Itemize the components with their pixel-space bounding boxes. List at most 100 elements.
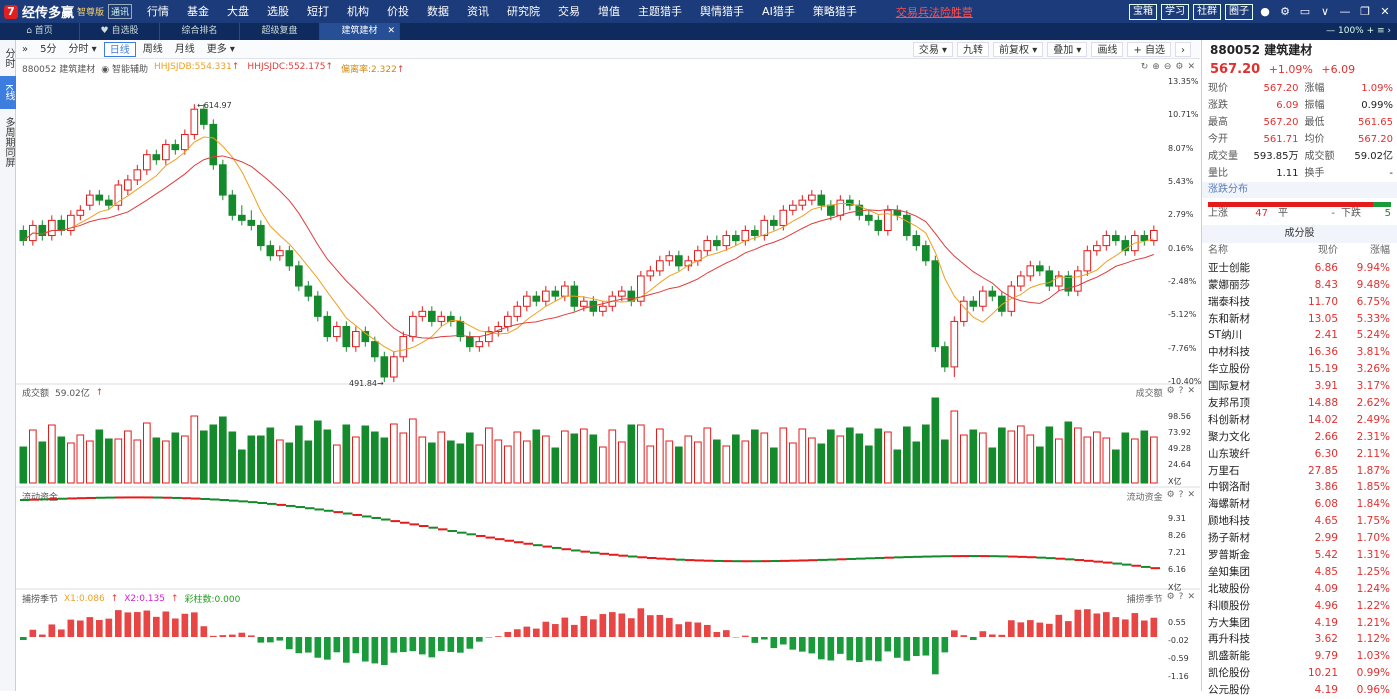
tool-label: 交易 bbox=[919, 45, 939, 56]
menu-item[interactable]: 基金 bbox=[178, 0, 218, 23]
col-change[interactable]: 涨幅 bbox=[1338, 243, 1390, 260]
component-price: 8.43 bbox=[1280, 277, 1338, 294]
sidebar-item[interactable]: 分时 bbox=[0, 40, 16, 76]
candle bbox=[419, 311, 426, 316]
menu-item[interactable]: 行情 bbox=[138, 0, 178, 23]
col-price[interactable]: 现价 bbox=[1280, 243, 1338, 260]
volume-bar bbox=[391, 424, 398, 483]
tab-close-icon[interactable]: ✕ bbox=[387, 23, 395, 40]
menu-item[interactable]: 策略猎手 bbox=[804, 0, 866, 23]
capital-segment bbox=[229, 500, 239, 502]
down-count: 5 bbox=[1361, 207, 1391, 221]
menu-item[interactable]: 交易 bbox=[549, 0, 589, 23]
tab-item[interactable]: 建筑建材✕ bbox=[320, 23, 400, 40]
component-price: 11.70 bbox=[1280, 294, 1338, 311]
tab-item[interactable]: 超级复盘 bbox=[240, 23, 320, 40]
period-button[interactable]: 周线 bbox=[138, 42, 168, 57]
menu-item[interactable]: 大盘 bbox=[218, 0, 258, 23]
menu-item[interactable]: 价投 bbox=[378, 0, 418, 23]
period-button[interactable]: 分时 ▾ bbox=[64, 42, 102, 57]
chart-tool-button[interactable]: 前复权 ▾ bbox=[993, 42, 1043, 57]
gear-icon[interactable]: ⚙ bbox=[1277, 5, 1293, 18]
menu-item[interactable]: 机构 bbox=[338, 0, 378, 23]
menu-item[interactable]: 舆情猎手 bbox=[691, 0, 753, 23]
menu-item[interactable]: 增值 bbox=[589, 0, 629, 23]
next-chevron-icon[interactable]: › bbox=[1175, 42, 1191, 57]
app-logo[interactable]: 7 经传多赢 智尊版 通讯 bbox=[0, 0, 138, 23]
zoom-control[interactable]: — 100% + ≡ › bbox=[1326, 23, 1391, 40]
comm-mode-badge[interactable]: 通讯 bbox=[108, 4, 132, 19]
sidebar-item[interactable]: K线 bbox=[0, 76, 16, 109]
chart-tool-button[interactable]: + 自选 bbox=[1127, 42, 1171, 57]
expand-chevron-icon[interactable]: » bbox=[17, 42, 33, 57]
volume-bar bbox=[685, 436, 692, 483]
col-name[interactable]: 名称 bbox=[1208, 243, 1280, 260]
chart-tool-button[interactable]: 交易 ▾ bbox=[913, 42, 953, 57]
capital-segment bbox=[1027, 556, 1037, 558]
chart-tool-button[interactable]: 九转 bbox=[957, 42, 989, 57]
chart-tool-button[interactable]: 画线 bbox=[1091, 42, 1123, 57]
top-button[interactable]: 圈子 bbox=[1225, 4, 1253, 20]
candle bbox=[514, 306, 521, 316]
chevron-down-icon[interactable]: ∨ bbox=[1317, 5, 1333, 18]
tab-item[interactable]: ⌂ 首页 bbox=[0, 23, 80, 40]
menu-item[interactable]: 主题猎手 bbox=[629, 0, 691, 23]
top-button[interactable]: 宝箱 bbox=[1129, 4, 1157, 20]
period-button[interactable]: 5分 bbox=[35, 42, 61, 57]
top-button[interactable]: 学习 bbox=[1161, 4, 1189, 20]
capital-segment bbox=[514, 541, 524, 543]
component-name: 垒知集团 bbox=[1208, 564, 1280, 581]
sidebar-item[interactable]: 多周期同屏 bbox=[0, 109, 16, 175]
capital-segment bbox=[191, 498, 201, 500]
chart-tool-button[interactable]: 叠加 ▾ bbox=[1047, 42, 1087, 57]
user-icon[interactable]: ● bbox=[1257, 5, 1273, 18]
window-icon[interactable]: ▭ bbox=[1297, 5, 1313, 18]
top-button[interactable]: 社群 bbox=[1193, 4, 1221, 20]
menu-item[interactable]: 选股 bbox=[258, 0, 298, 23]
restore-icon[interactable]: ❐ bbox=[1357, 5, 1373, 18]
tab-item[interactable]: ♥ 自选股 bbox=[80, 23, 160, 40]
menu-item[interactable]: 短打 bbox=[298, 0, 338, 23]
period-button[interactable]: 月线 bbox=[170, 42, 200, 57]
menu-item[interactable]: 资讯 bbox=[458, 0, 498, 23]
period-button[interactable]: 日线 bbox=[104, 42, 136, 57]
menu-item[interactable]: 研究院 bbox=[498, 0, 549, 23]
volume-bar bbox=[210, 425, 217, 483]
candle bbox=[286, 251, 293, 266]
close-icon[interactable]: ✕ bbox=[1377, 5, 1393, 18]
tab-item[interactable]: 综合排名 bbox=[160, 23, 240, 40]
volume-bar bbox=[438, 432, 445, 483]
menu-item[interactable]: AI猎手 bbox=[753, 0, 804, 23]
minimize-icon[interactable]: — bbox=[1337, 5, 1353, 18]
warning-link[interactable]: 交易兵法险胜营 bbox=[896, 4, 973, 20]
period-button[interactable]: 更多 ▾ bbox=[202, 42, 240, 57]
menu-item[interactable]: 数据 bbox=[418, 0, 458, 23]
